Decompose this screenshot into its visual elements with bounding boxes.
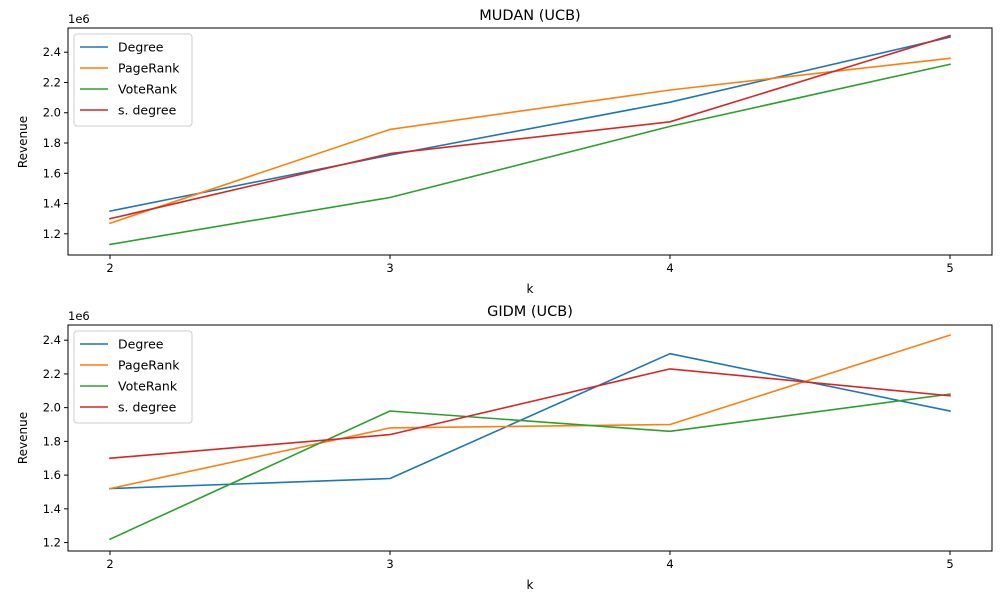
y-axis-label: Revenue — [16, 412, 30, 464]
legend-box — [73, 330, 193, 424]
series-line-voterank — [108, 393, 951, 541]
x-tick-label: 5 — [946, 261, 953, 275]
y-tick-label: 1.6 — [43, 166, 61, 180]
series-line-pagerank — [108, 57, 951, 225]
x-tick-label: 4 — [666, 557, 673, 571]
y-tick-label: 2.4 — [43, 45, 61, 59]
legend: Degree PageRank VoteRank s. degree — [73, 33, 193, 127]
y-axis-label: Revenue — [16, 116, 30, 168]
y-tick-label: 2.2 — [43, 75, 61, 89]
legend-label: PageRank — [118, 358, 180, 373]
y-tick-label: 1.4 — [43, 502, 61, 516]
series-line-pagerank — [109, 334, 952, 490]
legend-label: Degree — [118, 337, 164, 352]
x-tick-label: 2 — [106, 261, 113, 275]
y-tick-label: 1.2 — [43, 227, 61, 241]
y-offset-label: 1e6 — [68, 309, 90, 323]
x-tick-label: 3 — [386, 557, 393, 571]
series-line-degree — [109, 36, 951, 213]
x-tick-label: 2 — [106, 557, 113, 571]
legend-label: VoteRank — [118, 379, 178, 394]
y-tick-label: 2.0 — [43, 106, 61, 120]
y-offset-label: 1e6 — [68, 12, 90, 26]
plot-frame — [67, 324, 993, 552]
y-tick-label: 1.4 — [43, 197, 61, 211]
series-line-s-degree — [109, 34, 951, 220]
legend-box — [73, 33, 193, 127]
y-tick-label: 1.2 — [43, 536, 61, 550]
legend: Degree PageRank VoteRank s. degree — [73, 330, 193, 424]
legend-label: s. degree — [118, 400, 177, 415]
x-axis-label: k — [527, 282, 534, 296]
legend-label: PageRank — [118, 61, 180, 76]
x-axis-label: k — [527, 578, 534, 592]
series-line-s-degree — [109, 368, 951, 460]
chart-title: GIDM (UCB) — [487, 304, 573, 320]
chart-title: MUDAN (UCB) — [479, 8, 580, 24]
legend-label: Degree — [118, 40, 164, 55]
y-tick-label: 1.8 — [43, 136, 61, 150]
x-tick-label: 4 — [666, 261, 673, 275]
subplot-mudan: MUDAN (UCB) 1e6 Revenue k 2 3 4 5 1.2 1.4 1.6 1… — [16, 8, 993, 296]
subplot-gidm: GIDM (UCB) 1e6 Revenue k 2 3 4 5 1.2 1.4 1.6 1.… — [16, 304, 993, 592]
y-tick-label: 1.8 — [43, 434, 61, 448]
x-tick-label: 5 — [946, 557, 953, 571]
series-line-voterank — [109, 63, 951, 246]
legend-label: VoteRank — [118, 82, 178, 97]
y-tick-label: 2.2 — [43, 367, 61, 381]
x-tick-label: 3 — [386, 261, 393, 275]
legend-label: s. degree — [118, 103, 177, 118]
plot-frame — [67, 27, 993, 256]
y-tick-label: 1.6 — [43, 468, 61, 482]
y-tick-label: 2.4 — [43, 333, 61, 347]
y-tick-label: 2.0 — [43, 401, 61, 415]
